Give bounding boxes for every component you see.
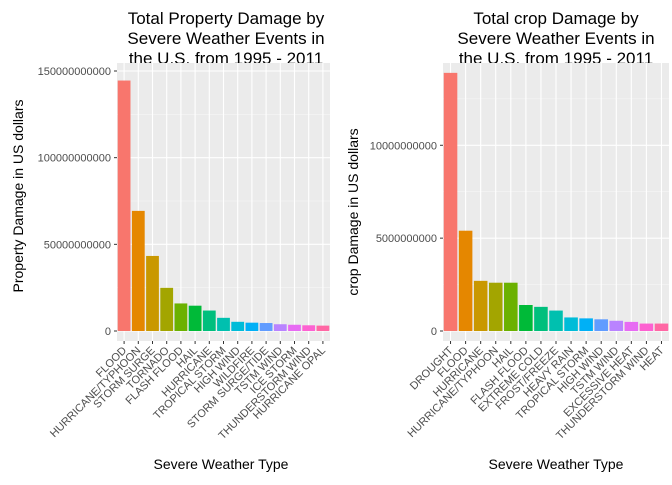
- bar-tropical-storm: [579, 318, 593, 331]
- bar-hurricane: [202, 310, 216, 331]
- bar-tropical-storm: [217, 317, 230, 331]
- bar-hurricane: [473, 280, 488, 331]
- chart-title-line: Total crop Damage by: [473, 9, 639, 28]
- bar-flood: [117, 80, 131, 332]
- bar-flash-flood: [174, 303, 188, 331]
- bar-hurricane-typhoon: [131, 210, 145, 331]
- bar-high-wind: [594, 319, 608, 331]
- chart-title-line: Severe Weather Events in: [127, 29, 324, 48]
- bar-storm-surge: [146, 255, 159, 331]
- bar-hurricane-typhoon: [488, 282, 503, 331]
- x-axis-title: Severe Weather Type: [154, 456, 289, 472]
- bar-drought: [443, 72, 458, 331]
- bar-storm-surge-tide: [259, 323, 273, 331]
- y-tick-label: 10000000000: [370, 140, 437, 152]
- bar-heat: [654, 323, 669, 331]
- bar-hurricane-opal: [316, 325, 330, 331]
- y-axis-title: crop Damage in US dollars: [345, 128, 361, 295]
- y-axis-title: Property Damage in US dollars: [10, 100, 26, 293]
- bar-hail: [504, 282, 518, 331]
- y-tick-label: 100000000000: [38, 153, 111, 165]
- chart-title-line: Total Property Damage by: [128, 9, 325, 28]
- bar-thunderstorm-wind: [639, 323, 654, 331]
- y-tick-label: 0: [431, 326, 437, 338]
- bar-flood: [458, 230, 473, 331]
- bar-ice-storm: [288, 324, 301, 331]
- y-tick-label: 5000000000: [376, 233, 437, 245]
- bar-tstm-wind: [273, 324, 287, 331]
- bar-extreme-cold: [534, 306, 548, 331]
- y-tick-label: 0: [105, 326, 111, 338]
- x-axis-title: Severe Weather Type: [489, 456, 624, 472]
- y-tick-label: 50000000000: [44, 239, 111, 251]
- bar-thunderstorm-wind: [302, 325, 316, 331]
- bar-wildfire: [245, 322, 259, 331]
- bar-hail: [188, 305, 202, 331]
- bar-frost-freeze: [549, 310, 563, 331]
- bar-tornado: [160, 287, 174, 331]
- bar-heavy-rain: [564, 317, 578, 331]
- bar-tstm-wind: [609, 320, 624, 331]
- bar-flash-flood: [519, 305, 533, 331]
- y-tick-label: 150000000000: [38, 66, 111, 78]
- chart-title-line: Severe Weather Events in: [457, 29, 654, 48]
- bar-excessive-heat: [624, 321, 639, 331]
- bar-high-wind: [231, 321, 245, 331]
